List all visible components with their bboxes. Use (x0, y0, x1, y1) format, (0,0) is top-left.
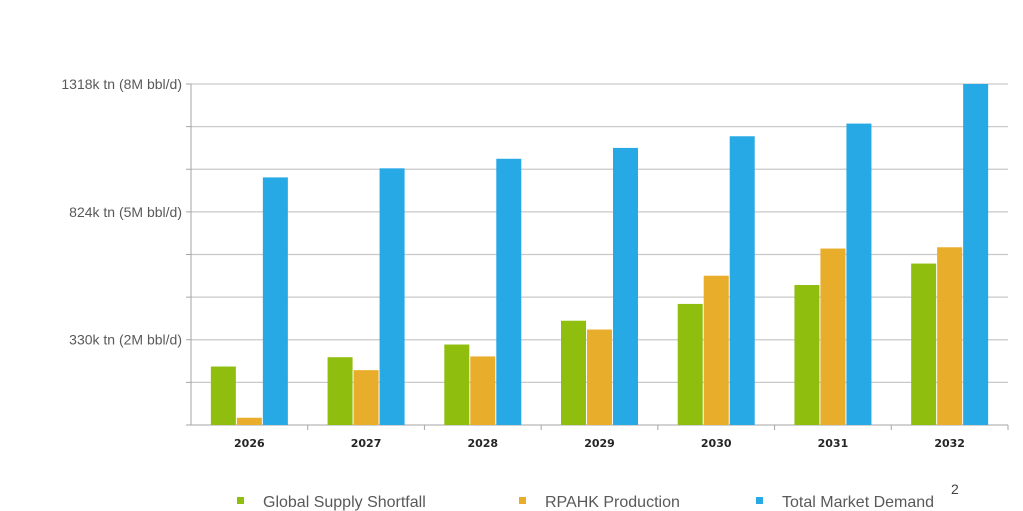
legend-swatch (756, 497, 763, 504)
legend-swatch (519, 497, 526, 504)
x-tick-label: 2026 (234, 437, 265, 450)
gridlines (186, 83, 1008, 426)
legend: Global Supply Shortfall RPAHK Production T… (237, 494, 934, 511)
bar (262, 177, 288, 425)
y-axis-ticks: 330k tn (2M bbl/d) 824k tn (5M bbl/d) 1318… (61, 76, 182, 348)
bar (444, 344, 470, 425)
bar (379, 168, 405, 425)
bar (911, 263, 937, 425)
bar (703, 275, 729, 425)
page-number: 2 (951, 481, 959, 497)
x-tick-label: 2027 (351, 437, 382, 450)
x-tick-label: 2031 (818, 437, 849, 450)
bar (353, 370, 379, 425)
bar (613, 147, 638, 426)
legend-label: Global Supply Shortfall (263, 494, 426, 511)
bar (820, 248, 846, 425)
bar (470, 356, 496, 425)
x-tick-label: 2029 (584, 437, 615, 450)
legend-swatch (237, 497, 244, 504)
bar (937, 247, 963, 425)
bar (677, 303, 703, 425)
legend-label: RPAHK Production (545, 494, 680, 511)
y-tick-label: 330k tn (2M bbl/d) (69, 332, 182, 348)
bar (729, 136, 755, 425)
bar (236, 417, 262, 425)
x-tick-label: 2028 (467, 437, 498, 450)
bar (846, 123, 872, 426)
bar (794, 285, 820, 425)
bar (327, 357, 353, 425)
legend-label: Total Market Demand (782, 494, 934, 511)
bar (210, 366, 236, 425)
y-tick-label: 824k tn (5M bbl/d) (69, 204, 182, 220)
x-tick-label: 2032 (934, 437, 965, 450)
y-tick-label: 1318k tn (8M bbl/d) (61, 76, 182, 92)
bar (561, 320, 586, 425)
bars (210, 84, 989, 426)
x-tick-label: 2030 (701, 437, 732, 450)
x-axis-ticks: 2026 2027 2028 2029 2030 2031 2032 (234, 425, 1009, 450)
bar (496, 158, 522, 426)
bar (587, 329, 612, 425)
bar (963, 84, 989, 425)
